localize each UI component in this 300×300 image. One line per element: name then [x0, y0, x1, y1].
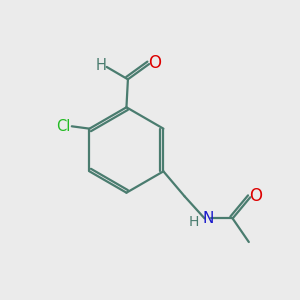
Text: O: O — [249, 187, 262, 205]
Text: O: O — [148, 54, 161, 72]
Text: N: N — [202, 211, 214, 226]
Text: Cl: Cl — [56, 119, 70, 134]
Text: H: H — [96, 58, 107, 73]
Text: H: H — [188, 215, 199, 229]
